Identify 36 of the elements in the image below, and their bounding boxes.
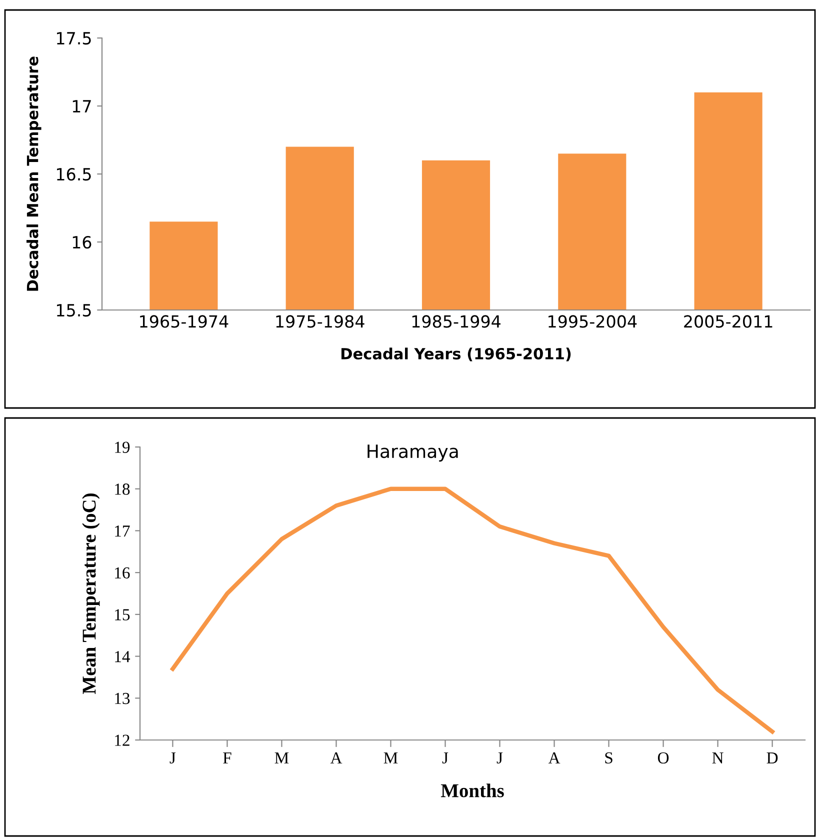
x-tick-label: A [548,752,560,764]
x-tick-label: 2005-2011 [684,315,772,328]
y-axis-title: Decadal Mean Temperature [26,56,42,291]
x-tick-label: M [384,752,398,764]
x-tick-label: N [712,752,724,764]
x-tick-label: S [605,752,612,764]
y-tick-label: 19 [115,442,130,453]
y-tick-label: 15.5 [57,304,91,317]
y-axis-title: Mean Temperature (oC) [82,494,100,694]
x-tick-label: F [223,752,232,764]
y-tick-label: 12 [115,734,130,746]
x-tick-label: J [442,752,448,764]
chart-title: Haramaya [368,444,458,462]
x-tick-label: D [766,752,778,764]
y-tick-label: 16 [72,236,92,249]
x-tick-label: 1975-1984 [276,315,364,328]
x-tick-label: 1965-1974 [140,315,228,328]
y-tick-label: 13 [115,692,130,704]
x-tick-label: J [170,752,176,764]
y-tick-label: 17.5 [57,32,91,45]
y-tick-label: 15 [115,609,130,620]
x-tick-label: 1985-1994 [412,315,500,328]
x-tick-label: 1995-2004 [548,315,637,328]
y-tick-label: 17 [115,525,130,536]
x-tick-label: J [496,752,503,764]
x-axis-title: Decadal Years (1965-2011) [341,348,571,362]
y-tick-label: 14 [115,651,130,662]
x-tick-label: A [330,752,342,764]
y-tick-label: 16 [115,567,130,579]
x-tick-label: O [658,752,669,764]
x-axis-title: Months [440,784,504,798]
y-tick-label: 18 [115,484,130,495]
line-series [170,486,774,734]
y-tick-label: 16.5 [57,168,91,181]
y-tick-label: 17 [72,100,91,112]
x-tick-label: M [274,752,289,764]
